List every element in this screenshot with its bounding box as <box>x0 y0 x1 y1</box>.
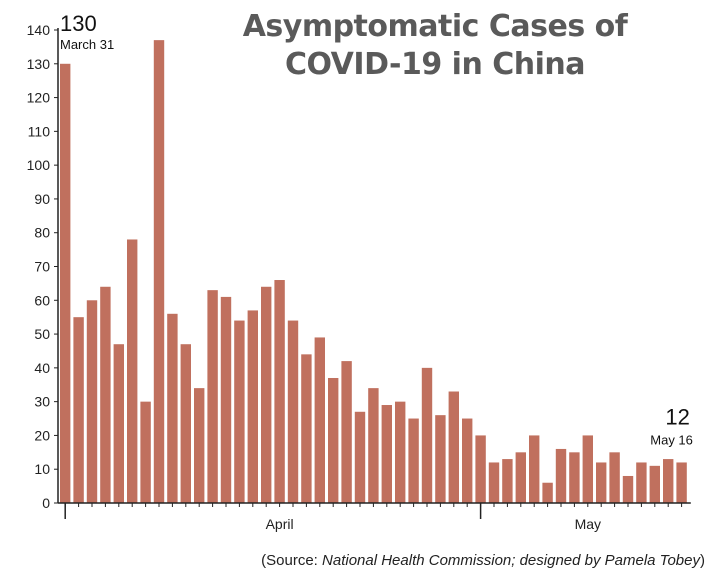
y-tick-label: 130 <box>27 56 51 72</box>
bar <box>448 391 459 503</box>
y-tick-label: 140 <box>27 22 51 38</box>
bar <box>127 239 138 503</box>
bar <box>140 401 151 503</box>
bars-group <box>60 40 687 504</box>
source-prefix: (Source: <box>261 552 323 569</box>
y-axis: 0 10 20 30 40 50 60 70 80 90 100 110 120 130 140 <box>27 22 59 511</box>
bar <box>529 435 540 503</box>
x-month-label: May <box>575 516 601 532</box>
source-note: (Source: National Health Commission; des… <box>261 552 705 569</box>
bar <box>395 401 406 503</box>
x-month-label: April <box>266 516 294 532</box>
bar <box>207 290 218 503</box>
bar <box>649 465 660 503</box>
bar <box>488 462 500 503</box>
y-tick-label: 30 <box>34 394 50 410</box>
bar <box>60 63 71 504</box>
bar <box>220 296 232 503</box>
bar <box>596 462 607 503</box>
bar <box>435 415 446 503</box>
annotation-date: May 16 <box>650 432 693 447</box>
bar <box>301 354 312 503</box>
y-tick-label: 20 <box>34 427 50 443</box>
y-tick-label: 60 <box>34 292 50 308</box>
annotation-value: 130 <box>60 11 97 36</box>
bar <box>462 418 473 503</box>
bar <box>100 286 111 503</box>
bar <box>569 452 580 503</box>
bar <box>555 448 567 503</box>
source-credit: National Health Commission; designed by … <box>322 552 700 569</box>
y-tick-label: 10 <box>34 461 50 477</box>
bar <box>676 462 687 503</box>
bar <box>381 405 392 503</box>
y-tick-label: 120 <box>27 90 51 106</box>
bar <box>180 344 191 503</box>
bar <box>314 337 325 503</box>
bar <box>86 300 98 503</box>
bar <box>341 361 352 503</box>
y-tick-label: 90 <box>34 191 50 207</box>
y-tick-label: 40 <box>34 360 50 376</box>
bar <box>368 388 379 503</box>
bar <box>663 459 674 503</box>
y-tick-label: 50 <box>34 326 50 342</box>
source-suffix: ) <box>700 552 705 569</box>
bar <box>354 411 366 503</box>
bar <box>153 40 165 504</box>
bar <box>167 313 178 503</box>
bar <box>287 320 299 503</box>
bar <box>622 475 634 503</box>
bar <box>542 482 553 503</box>
y-tick-label: 80 <box>34 225 50 241</box>
chart-title-line1: Asymptomatic Cases of <box>242 9 628 44</box>
chart-title-line2: COVID-19 in China <box>284 47 586 82</box>
chart-title: Asymptomatic Cases of COVID-19 in China <box>200 8 670 84</box>
bar <box>73 317 84 503</box>
annotation-date: March 31 <box>60 37 114 52</box>
bar <box>247 310 258 503</box>
bar <box>636 462 647 503</box>
bar <box>234 320 245 503</box>
y-tick-label: 100 <box>27 157 51 173</box>
bar <box>502 459 513 503</box>
bar <box>609 452 620 503</box>
bar <box>274 280 285 503</box>
bar <box>408 418 419 503</box>
bar <box>194 388 205 503</box>
x-axis: April May <box>58 502 691 532</box>
bar <box>328 377 339 503</box>
bar <box>582 435 593 503</box>
bar <box>261 286 272 503</box>
annotation-value: 12 <box>665 404 689 429</box>
bar <box>515 452 526 503</box>
bar <box>113 344 124 503</box>
bar <box>475 435 486 503</box>
y-tick-label: 110 <box>28 123 51 139</box>
y-tick-label: 0 <box>42 495 50 511</box>
bar <box>421 367 433 503</box>
y-tick-label: 70 <box>34 259 50 275</box>
